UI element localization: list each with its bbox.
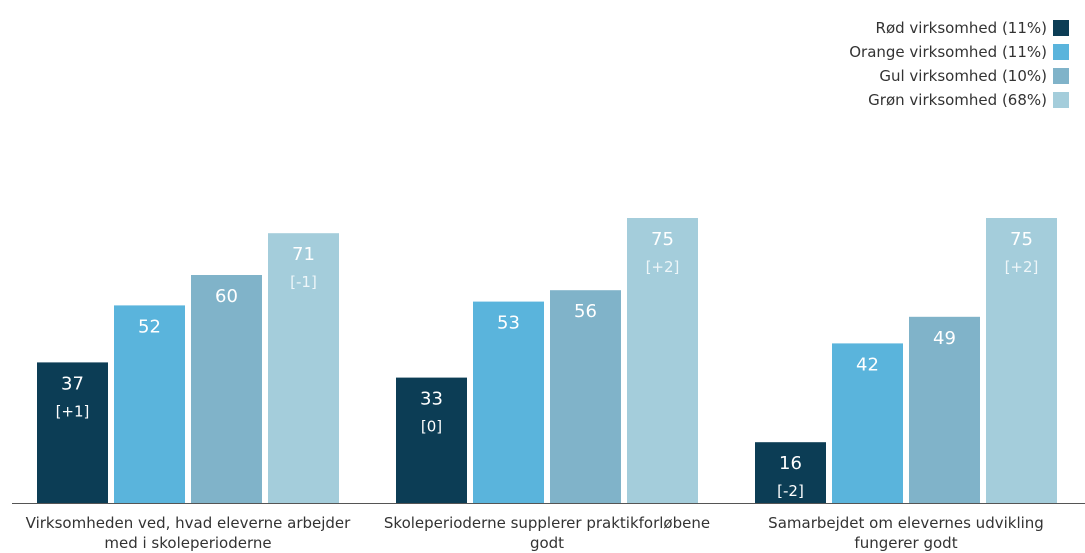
change-label-roed-1: [0] xyxy=(421,418,442,436)
category-label-2-line-1: fungerer godt xyxy=(854,534,957,552)
change-label-roed-2: [-2] xyxy=(777,482,804,500)
bar-roed-2 xyxy=(755,442,826,503)
category-label-0-line-1: med i skoleperioderne xyxy=(104,534,271,552)
bar-orange-2 xyxy=(832,343,903,503)
legend-item-orange: Orange virksomhed (11%) xyxy=(849,41,1069,63)
value-label-groen-1: 75 xyxy=(651,229,674,250)
legend-item-roed: Rød virksomhed (11%) xyxy=(849,17,1069,39)
category-label-0-line-0: Virksomheden ved, hvad eleverne arbejder xyxy=(26,514,352,532)
value-label-gul-0: 60 xyxy=(215,286,238,307)
bar-gul-0 xyxy=(191,275,262,503)
value-label-orange-0: 52 xyxy=(138,316,161,337)
change-label-groen-2: [+2] xyxy=(1005,258,1039,276)
bar-groen-0 xyxy=(268,233,339,503)
bar-groen-1 xyxy=(627,218,698,503)
legend-label-roed: Rød virksomhed (11%) xyxy=(875,19,1047,37)
legend-swatch-orange xyxy=(1053,44,1069,60)
legend-swatch-groen xyxy=(1053,92,1069,108)
legend-label-gul: Gul virksomhed (10%) xyxy=(879,67,1047,85)
value-label-roed-0: 37 xyxy=(61,373,84,394)
value-label-groen-2: 75 xyxy=(1010,229,1033,250)
bar-gul-2 xyxy=(909,316,980,503)
change-label-groen-0: [-1] xyxy=(290,273,317,291)
change-label-roed-0: [+1] xyxy=(56,402,90,420)
legend-swatch-gul xyxy=(1053,68,1069,84)
legend-label-groen: Grøn virksomhed (68%) xyxy=(868,91,1047,109)
value-label-roed-1: 33 xyxy=(420,389,443,410)
bar-roed-0 xyxy=(37,362,108,503)
legend-label-orange: Orange virksomhed (11%) xyxy=(849,43,1047,61)
legend-item-gul: Gul virksomhed (10%) xyxy=(849,65,1069,87)
legend-swatch-roed xyxy=(1053,20,1069,36)
bar-orange-0 xyxy=(114,305,185,503)
bar-gul-1 xyxy=(550,290,621,503)
value-label-gul-2: 49 xyxy=(933,328,956,349)
category-label-1-line-1: godt xyxy=(530,534,564,552)
bar-roed-1 xyxy=(396,377,467,503)
value-label-orange-1: 53 xyxy=(497,313,520,334)
value-label-groen-0: 71 xyxy=(292,244,315,265)
category-label-1-line-0: Skoleperioderne supplerer praktikforløbe… xyxy=(384,514,710,532)
change-label-groen-1: [+2] xyxy=(646,258,680,276)
value-label-gul-1: 56 xyxy=(574,301,597,322)
value-label-orange-2: 42 xyxy=(856,354,879,375)
category-label-2-line-0: Samarbejdet om elevernes udvikling xyxy=(768,514,1044,532)
value-label-roed-2: 16 xyxy=(779,453,802,474)
bar-groen-2 xyxy=(986,218,1057,503)
chart-legend: Rød virksomhed (11%) Orange virksomhed (… xyxy=(849,17,1069,111)
legend-item-groen: Grøn virksomhed (68%) xyxy=(849,89,1069,111)
bar-orange-1 xyxy=(473,301,544,503)
